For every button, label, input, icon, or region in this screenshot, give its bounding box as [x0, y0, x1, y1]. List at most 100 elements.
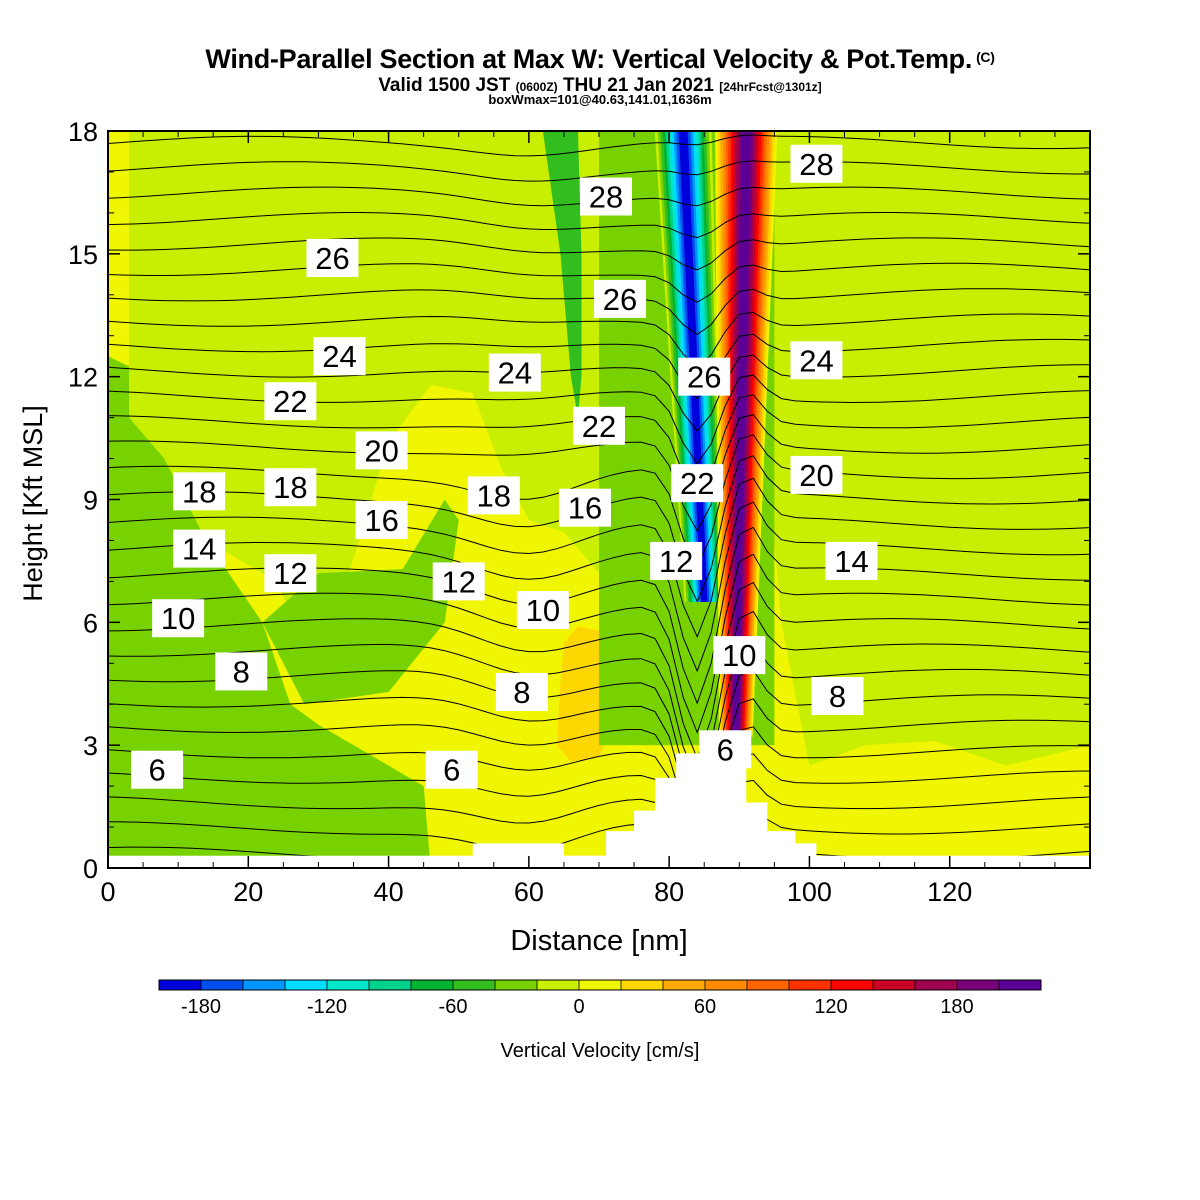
colorbar-label: Vertical Velocity [cm/s]: [501, 1040, 700, 1062]
isentrope-label-box: [573, 406, 625, 445]
isentrope-label-box: [678, 357, 731, 396]
colorbar-swatch: [705, 980, 747, 990]
y-tick-label: 18: [68, 117, 98, 147]
isentrope-line: [108, 414, 1090, 532]
isentrope-label-box: [699, 730, 752, 769]
isentrope-label-text: 10: [722, 638, 756, 673]
isentrope-line: [108, 726, 1090, 848]
isentrope-label: 8: [811, 677, 864, 716]
isentrope-label-text: 26: [603, 282, 637, 317]
isentrope-label-text: 24: [799, 343, 833, 378]
isentrope-label: 12: [650, 541, 703, 580]
colorbar-swatch: [873, 980, 915, 990]
isentrope-label-box: [355, 431, 408, 470]
x-tick-label: 100: [787, 877, 832, 907]
isentrope-line: [108, 333, 1090, 400]
isentrope-label-text: 16: [568, 491, 602, 526]
isentrope-label-text: 18: [273, 470, 307, 505]
isentrope-label: 6: [699, 730, 752, 769]
isentrope-label-text: 8: [513, 675, 530, 710]
colorbar-swatch: [999, 980, 1041, 990]
isentrope-label: 24: [790, 341, 843, 380]
isentrope-label: 14: [825, 541, 878, 580]
colorbar-tick-label: -180: [181, 996, 221, 1018]
isentrope-label-box: [558, 488, 611, 527]
colorbar-swatch: [411, 980, 453, 990]
isentrope-line: [108, 610, 1090, 783]
colorbar-swatch: [915, 980, 957, 990]
isentrope-label-box: [825, 541, 878, 580]
colorbar-tick-label: -60: [439, 996, 468, 1018]
x-tick-label: 60: [514, 877, 544, 907]
isentrope-label: 26: [306, 238, 359, 277]
isentrope-label-box: [467, 476, 520, 515]
isentrope-label-box: [671, 464, 724, 503]
isentrope-label: 24: [313, 337, 366, 376]
isentrope-label-box: [173, 529, 226, 568]
isentrope-label-text: 22: [582, 409, 616, 444]
isentrope-line: [108, 806, 1090, 868]
y-axis-label: Height [Kft MSL]: [18, 405, 48, 602]
isentrope-label-box: [425, 750, 478, 789]
isentrope-line: [108, 262, 1090, 303]
isentrope-label: 26: [594, 279, 647, 318]
colorbar-swatch: [537, 980, 579, 990]
isentrope-line: [108, 581, 1090, 760]
isentrope-label: 18: [173, 472, 226, 511]
downdraft-band-upper: [129, 131, 670, 672]
isentrope-label-text: 6: [148, 753, 165, 788]
updraft-core-level-11: [732, 131, 751, 737]
colorbar-swatch: [201, 980, 243, 990]
isentrope-label: 22: [573, 406, 625, 445]
isentrope-label-box: [264, 554, 317, 593]
chart-subtitle: Valid 1500 JST (0600Z) THU 21 Jan 2021 […: [378, 75, 822, 96]
isentrope-label: 24: [488, 353, 541, 392]
isentrope-label-text: 8: [829, 679, 846, 714]
isentrope-line: [108, 311, 1090, 368]
isentrope-label: 8: [215, 652, 268, 691]
x-tick-label: 20: [233, 877, 263, 907]
isentrope-label: 16: [558, 488, 611, 527]
isentrope-label-text: 10: [161, 601, 195, 636]
isentrope-line: [108, 237, 1090, 271]
isentrope-label-box: [495, 672, 548, 711]
isentrope-label-layer: 6 6 6 8 8 8 10 10 10 12 12 12 14 14 16 16 18 18 18 20 20 22 22…: [131, 144, 878, 789]
isentrope-label: 18: [467, 476, 520, 515]
isentrope-label-box: [811, 677, 864, 716]
isentrope-label-text: 16: [364, 503, 398, 538]
isentrope-label-text: 14: [182, 532, 216, 567]
isentrope-label: 16: [355, 500, 408, 539]
isentrope-label: 20: [790, 455, 843, 494]
isentrope-line: [108, 134, 1090, 157]
isentrope-label-text: 28: [589, 180, 623, 215]
isentrope-label-box: [580, 177, 633, 216]
isentrope-label: 28: [580, 177, 633, 216]
isentrope-label-box: [264, 468, 317, 507]
isentrope-label: 10: [152, 599, 205, 638]
isentrope-label-text: 26: [315, 241, 349, 276]
isentrope-label: 10: [713, 636, 766, 675]
isentrope-line: [108, 60, 1090, 76]
colorbar-tick-label: 0: [573, 996, 584, 1018]
x-tick-label: 120: [927, 877, 972, 907]
isentrope-label-text: 20: [799, 458, 833, 493]
isentrope-label-box: [355, 500, 408, 539]
isentrope-label-box: [516, 591, 569, 630]
colorbar-frame: [158, 979, 1042, 991]
isentrope-label: 22: [671, 464, 724, 503]
x-tick-label: 0: [100, 877, 115, 907]
isentrope-label-box: [131, 750, 184, 789]
isentrope-label-text: 14: [834, 544, 868, 579]
colorbar-swatch: [579, 980, 621, 990]
isentrope-label: 14: [173, 529, 226, 568]
isentrope-line: [108, 698, 1090, 835]
colorbar-tick-label: 120: [814, 996, 847, 1018]
isentrope-line: [108, 85, 1090, 103]
isentrope-label-text: 24: [322, 339, 356, 374]
isentrope-label-box: [152, 599, 205, 638]
isentrope-label: 12: [264, 554, 317, 593]
x-tick-label: 40: [374, 877, 404, 907]
colorbar-swatch: [453, 980, 495, 990]
isentrope-label-text: 6: [717, 732, 734, 767]
